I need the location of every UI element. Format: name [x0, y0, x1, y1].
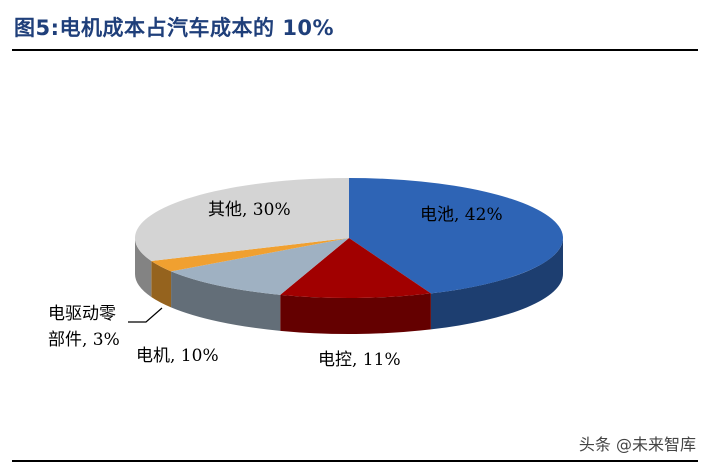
pie-side-2: [171, 271, 281, 331]
slice-label-other: 其他, 30%: [208, 200, 291, 220]
leader-line-edrive: [128, 307, 163, 323]
pie-side-3: [151, 260, 172, 308]
pie-side-1: [280, 293, 431, 335]
slice-label-controller: 电控, 11%: [318, 350, 401, 370]
slice-label-edrive-line1: 电驱动零: [48, 304, 116, 324]
pie-slice-3: [151, 238, 349, 272]
slice-label-edrive-line2: 部件, 3%: [48, 330, 120, 350]
pie-slice-0: [349, 178, 563, 294]
pie-slice-2: [171, 238, 349, 295]
figure-title: 图5:电机成本占汽车成本的 10%: [14, 16, 335, 40]
pie-slice-4: [135, 178, 349, 261]
pie-side-4: [135, 238, 152, 297]
top-rule: [12, 49, 698, 51]
pie-slice-1: [280, 238, 431, 298]
watermark: 头条 @未来智库: [578, 435, 696, 454]
slice-label-motor: 电机, 10%: [136, 346, 219, 366]
bottom-rule: [12, 460, 698, 462]
slice-label-battery: 电池, 42%: [420, 205, 503, 225]
pie-side-0: [430, 238, 563, 330]
